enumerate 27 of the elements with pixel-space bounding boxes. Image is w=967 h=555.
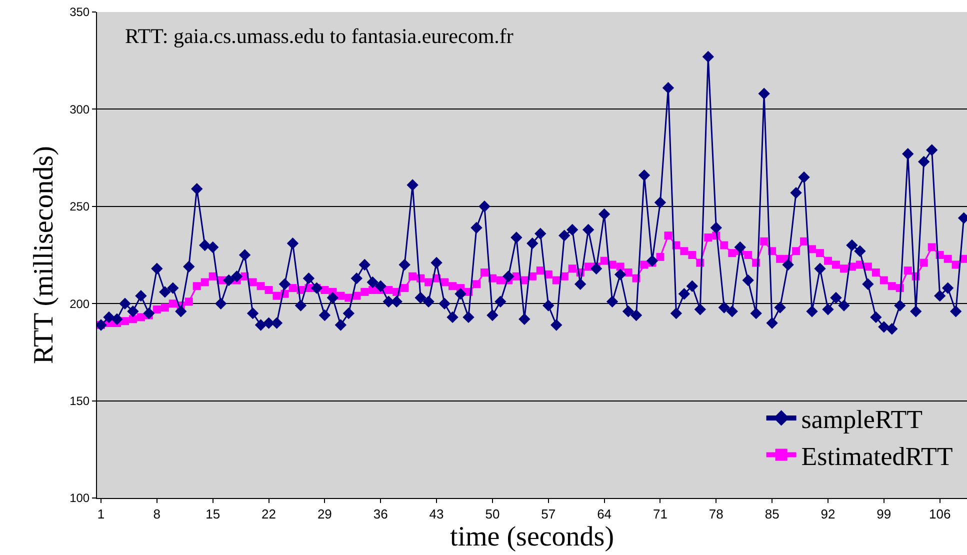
x-tick-label: 29 — [317, 506, 332, 522]
y-tick-label: 350 — [70, 5, 90, 20]
x-tick-label: 57 — [541, 506, 556, 522]
x-tick-label: 64 — [597, 506, 612, 522]
y-tick-label: 200 — [70, 296, 90, 311]
x-axis-title: time (seconds) — [450, 522, 614, 553]
x-tick-label: 71 — [652, 506, 668, 522]
x-tick-label: 99 — [876, 506, 892, 522]
x-tick-label: 1 — [97, 506, 105, 522]
y-tick-label: 250 — [70, 200, 90, 214]
annotation: RTT: gaia.cs.umass.edu to fantasia.eurecom.fr — [125, 24, 514, 48]
x-tick-label: 36 — [373, 506, 388, 522]
x-tick-label: 85 — [764, 506, 780, 522]
x-tick-label: 22 — [262, 506, 276, 522]
y-axis-title: RTT (milliseconds) — [28, 146, 60, 364]
legend-label: EstimatedRTT — [801, 442, 953, 471]
x-tick-label: 78 — [708, 506, 724, 522]
x-tick-label: 92 — [820, 506, 836, 522]
y-tick-label: 150 — [70, 394, 90, 408]
x-tick-label: 50 — [485, 506, 500, 522]
x-tick-label: 43 — [429, 506, 444, 522]
legend-label: sampleRTT — [801, 405, 923, 434]
y-tick-label: 300 — [70, 102, 90, 116]
x-tick-label: 106 — [928, 506, 951, 522]
x-tick-label: 15 — [206, 506, 220, 522]
x-tick-label: 8 — [153, 506, 161, 522]
y-tick-label: 100 — [70, 491, 90, 506]
